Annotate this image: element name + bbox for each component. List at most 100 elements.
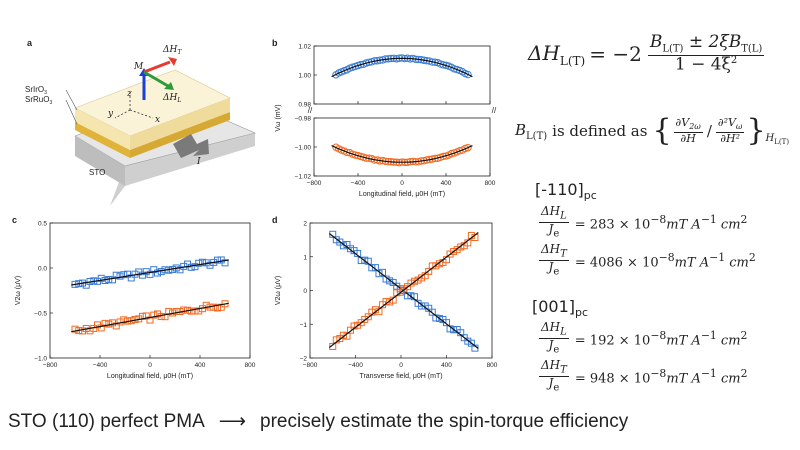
- data-point-negative: [464, 143, 472, 152]
- data-point-blue: [435, 314, 443, 322]
- y-tick-label: −1.00: [295, 145, 312, 152]
- srruo3-label: SrRuO3: [25, 95, 52, 106]
- data-point-orange: [425, 267, 433, 275]
- y-axis-label: V2ω (μV): [15, 276, 22, 305]
- panel-a-letter: a: [27, 38, 33, 48]
- x-tick-label: −800: [303, 362, 318, 369]
- data-point-blue: [120, 271, 128, 279]
- fit-line-blue: [71, 259, 229, 286]
- data-point-orange: [202, 301, 210, 309]
- data-point-orange: [120, 316, 128, 324]
- x-tick-label: 0: [399, 362, 403, 369]
- data-point-blue: [154, 269, 161, 277]
- y-tick-label: −1.0: [34, 356, 47, 363]
- data-point-orange: [150, 311, 158, 319]
- data-point-blue: [371, 264, 379, 272]
- data-point-positive: [362, 59, 370, 67]
- def-text: is defined as: [552, 122, 648, 140]
- x-tick-label: 0: [148, 362, 152, 369]
- chart-d-svg: d −2 −1 0 1 2 −800 −400 0 400 800 Transverse field,…: [272, 215, 498, 380]
- y-tick-label: −1.02: [295, 174, 312, 181]
- x-tick-label: 400: [195, 362, 206, 369]
- fit-line-orange: [328, 232, 479, 348]
- data-point-blue: [187, 263, 195, 271]
- data-point-orange: [432, 262, 440, 270]
- ratio-110-T: ΔHT Je = 4086 × 10−8mT A−1 cm2: [539, 242, 756, 278]
- panel-d-letter: d: [272, 215, 278, 225]
- plot-frame: [49, 222, 251, 359]
- data-point-positive: [357, 60, 365, 69]
- data-point-positive: [439, 61, 447, 69]
- panel-d-chart: d −2 −1 0 1 2 −800 −400 0 400 800 Transverse field,…: [270, 215, 505, 390]
- data-point-orange: [457, 243, 465, 251]
- x-tick-label: 400: [441, 362, 452, 369]
- vector-hl: [143, 70, 169, 88]
- y-tick-label: 1: [303, 254, 307, 261]
- y-tick-label: −0.98: [295, 116, 312, 123]
- data-point-orange: [71, 325, 79, 333]
- x-axis-label: Transverse field, μ0H (mT): [359, 373, 442, 380]
- data-point-positive: [464, 70, 472, 79]
- coordinate-axes: [114, 90, 154, 119]
- data-point-orange: [191, 307, 199, 315]
- x-axis-label: Longitudinal field, μ0H (mT): [107, 373, 193, 380]
- data-point-orange: [97, 324, 105, 332]
- x-tick-label: 800: [245, 362, 256, 369]
- data-point-blue: [146, 270, 154, 278]
- vector-hl-label: ΔHL: [162, 93, 181, 104]
- definition-equation: BL(T) is defined as { ∂V2ω ∂H / ∂²Vω ∂H²…: [515, 113, 790, 148]
- data-point-blue: [214, 256, 221, 264]
- data-point-blue: [428, 308, 436, 316]
- x-tick-label: −400: [93, 362, 108, 369]
- data-point-orange: [339, 331, 347, 339]
- data-point-blue: [421, 302, 429, 310]
- x-tick-label: 800: [487, 362, 498, 369]
- panel-c-letter: c: [12, 215, 17, 225]
- conclusion-right: precisely estimate the spin-torque effic…: [260, 410, 629, 432]
- data-point-blue: [407, 292, 415, 300]
- data-point-blue: [195, 259, 203, 267]
- substrate-side: [110, 133, 255, 206]
- data-point-orange: [364, 313, 372, 321]
- x-tick-label: 400: [441, 180, 452, 187]
- data-point-blue: [418, 302, 426, 310]
- y-tick-label: 1.02: [298, 44, 311, 51]
- eq-lhs: ΔHL(T): [528, 40, 586, 68]
- sriro3-label: SrIrO3: [25, 85, 47, 96]
- y-tick-label: −0.5: [34, 311, 47, 318]
- fit-line-orange: [71, 302, 229, 333]
- panel-c-chart: c −1.0 −0.5 0.0 0.5 −800 −400 0 400 800 Longitudin…: [10, 215, 260, 390]
- vector-ht-head: [168, 57, 177, 66]
- current-arrow: [173, 134, 209, 158]
- vector-m-label: M: [133, 62, 144, 72]
- data-point-orange: [450, 248, 458, 256]
- x-tick-label: −800: [43, 362, 58, 369]
- data-point-blue: [347, 245, 355, 253]
- vector-hl-head: [164, 82, 174, 90]
- y-tick-label: 2: [303, 221, 307, 228]
- data-point-blue: [124, 270, 131, 278]
- data-point-orange: [396, 288, 404, 296]
- axis-z-label: z: [126, 89, 132, 99]
- data-point-blue: [339, 242, 347, 250]
- x-tick-label: −800: [307, 180, 322, 187]
- eq-fraction: BL(T) ± 2ξBT(L) 1 − 4ξ2: [647, 32, 765, 75]
- axis-y-label: y: [107, 109, 114, 119]
- srruo3-side: [130, 112, 230, 158]
- data-point-blue: [361, 256, 369, 264]
- ratio-001-T: ΔHT Je = 948 × 10−8mT A−1 cm2: [539, 358, 748, 394]
- srruo3-front: [75, 122, 130, 158]
- data-point-orange: [112, 322, 120, 330]
- sriro3-front: [75, 108, 130, 150]
- data-point-orange: [180, 306, 188, 314]
- y-axis-label: Vω (mV): [275, 104, 282, 131]
- data-point-orange: [400, 285, 408, 293]
- direction-001-label: [001]pc: [532, 297, 589, 320]
- data-point-blue: [389, 278, 397, 286]
- chart-b-svg: b 0.98 1.00 1.02 −1.02 −1.00 −0.98 −800 −400 0 400…: [272, 38, 497, 198]
- data-point-orange: [154, 310, 161, 318]
- data-point-orange: [347, 326, 355, 334]
- data-point-orange: [210, 303, 218, 311]
- data-point-blue: [386, 277, 394, 285]
- y-tick-label: 0.0: [38, 266, 47, 273]
